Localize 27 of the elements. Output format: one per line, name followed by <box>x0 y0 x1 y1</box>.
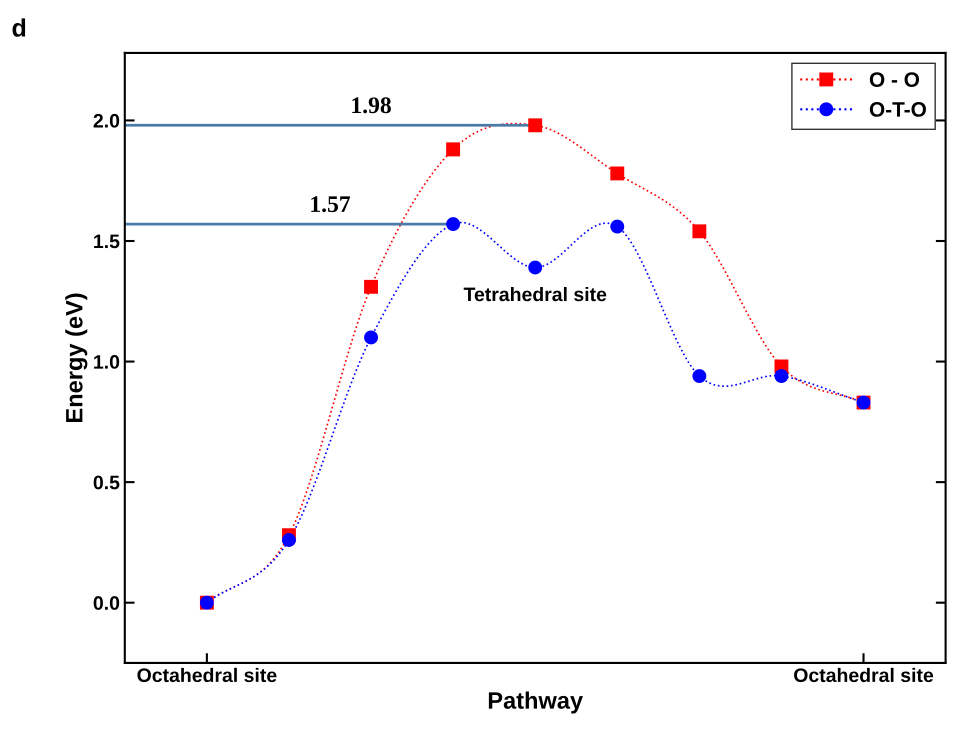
y-tick-label: 0.0 <box>94 596 120 610</box>
y-tick-label: 0.5 <box>94 476 120 490</box>
point <box>528 118 542 132</box>
point <box>774 369 788 383</box>
text: d <box>12 18 26 37</box>
x-axis-title: Pathway <box>488 692 583 714</box>
ref-line-label: 1.98 <box>352 97 391 114</box>
point <box>692 369 706 383</box>
point <box>446 142 460 156</box>
y-tick-label: 2.0 <box>94 114 120 128</box>
y-tick-label: 1.5 <box>94 234 120 248</box>
annotation: Tetrahedral site <box>464 286 606 302</box>
point <box>610 166 624 180</box>
point <box>446 217 460 232</box>
legend-label: O - O <box>870 72 920 87</box>
x-tick-label: Octahedral site <box>794 668 934 682</box>
y-tick-label: 1.0 <box>94 355 120 369</box>
y-axis-title: Energy (eV) <box>65 294 88 422</box>
point <box>610 220 624 234</box>
ref-line-label: 1.57 <box>311 196 350 212</box>
point <box>528 260 542 274</box>
x-tick-label: Octahedral site <box>137 668 276 682</box>
point <box>282 533 296 547</box>
point <box>364 280 378 294</box>
legend-label: O-T-O <box>870 102 926 117</box>
point <box>692 224 706 238</box>
point <box>364 330 378 344</box>
